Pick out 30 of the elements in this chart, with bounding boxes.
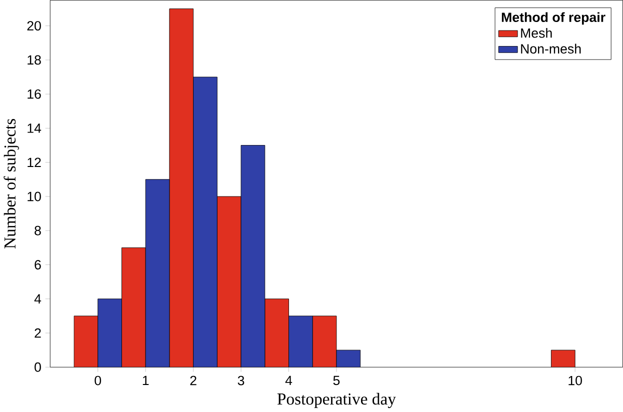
y-tick-label: 4 [34, 294, 42, 304]
x-tick-label: 1 [142, 376, 149, 386]
y-tick-label: 0 [34, 362, 41, 372]
y-tick-label: 10 [28, 192, 41, 202]
y-tick-label: 20 [27, 21, 41, 31]
y-tick-label: 8 [34, 226, 41, 236]
bar [288, 316, 313, 368]
x-tick-label: 10 [568, 376, 582, 386]
y-tick-label: 18 [28, 55, 41, 65]
bar [336, 350, 361, 368]
x-axis-title: Postoperative day [277, 393, 396, 408]
bar [145, 179, 170, 368]
y-tick-label: 14 [28, 124, 42, 133]
legend-label: Non-mesh [521, 44, 581, 54]
x-tick-label: 5 [333, 376, 340, 386]
y-tick-label: 16 [28, 89, 41, 99]
bar [193, 76, 218, 368]
x-tick-label: 4 [285, 376, 292, 386]
y-tick-label: 12 [28, 158, 41, 168]
legend-label: Mesh [521, 28, 552, 38]
bar [98, 298, 122, 368]
y-tick-label: 6 [34, 260, 41, 270]
legend-title: Method of repair [502, 12, 606, 25]
y-tick-label: 2 [34, 328, 41, 338]
bar [240, 145, 266, 368]
x-tick-label: 2 [190, 376, 196, 386]
y-axis-title: Number of subjects [4, 119, 20, 249]
x-tick-label: 0 [94, 376, 102, 386]
bar [550, 350, 576, 368]
x-tick-label: 3 [238, 376, 244, 386]
